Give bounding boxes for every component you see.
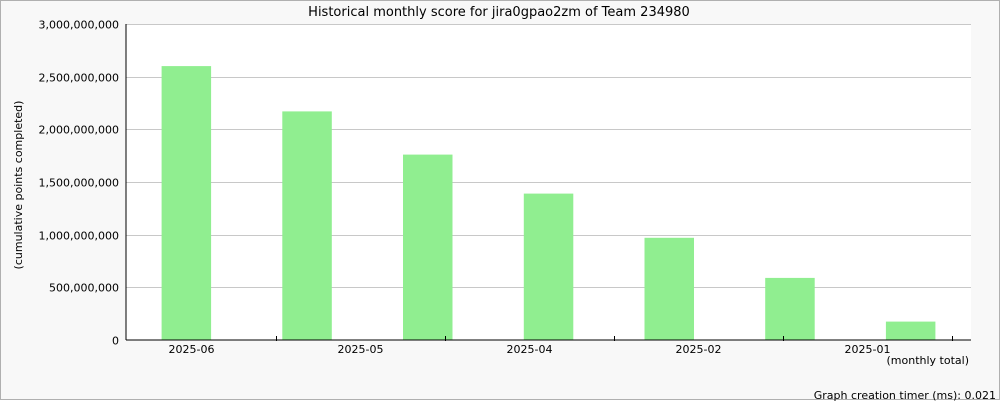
x-tick-label: 2025-02 [676, 343, 722, 356]
bar [403, 154, 453, 340]
y-tick-label: 3,000,000,000 [39, 19, 119, 32]
bar [523, 193, 574, 340]
x-tick-label: 2025-06 [169, 343, 215, 356]
x-axis-label: (monthly total) [887, 354, 970, 367]
y-axis-label: (cumulative points completed) [12, 101, 25, 270]
bars [161, 66, 936, 341]
bar [282, 111, 332, 341]
graph-timer-text: Graph creation timer (ms): 0.021 [814, 389, 996, 401]
bar [885, 321, 936, 340]
y-tick-label: 0 [112, 335, 119, 348]
bar [765, 277, 815, 340]
y-tick-label: 2,500,000,000 [39, 72, 119, 85]
y-tick-label: 1,500,000,000 [39, 177, 119, 190]
y-tick-label: 1,000,000,000 [39, 230, 119, 243]
x-tick-label: 2025-05 [338, 343, 384, 356]
bar [644, 237, 694, 340]
x-tick-label: 2025-04 [507, 343, 553, 356]
x-tick-label: 2025-01 [845, 343, 891, 356]
y-tick-label: 2,000,000,000 [39, 124, 119, 137]
chart-title: Historical monthly score for jira0gpao2z… [308, 5, 690, 20]
y-tick-labels: 0 500,000,000 1,000,000,000 1,500,000,000 2,… [39, 19, 119, 348]
x-tick-labels: 2025-06 2025-05 2025-04 2025-02 2025-01 [169, 336, 953, 356]
y-tick-label: 500,000,000 [49, 282, 119, 295]
bar [161, 66, 212, 340]
